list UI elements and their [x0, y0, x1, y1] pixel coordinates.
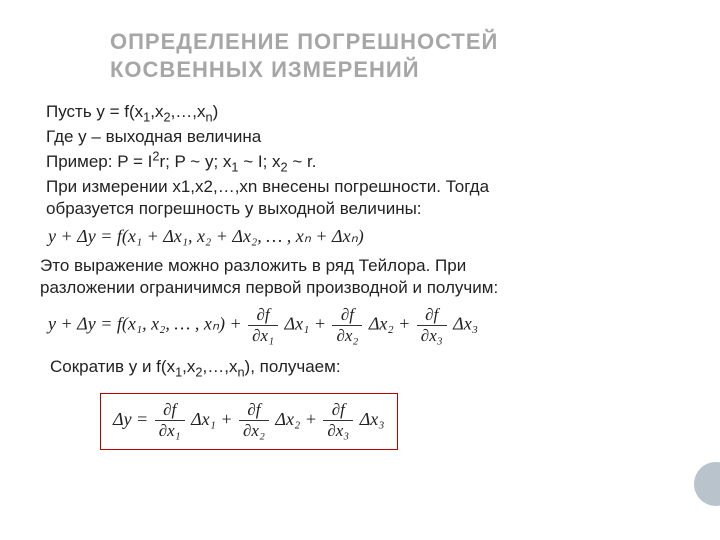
p2-line1: Это выражение можно разложить в ряд Тейл… [40, 256, 466, 275]
den: ∂x₁ [248, 326, 278, 346]
txt: ) [213, 102, 219, 121]
den: ∂x₁ [155, 421, 185, 441]
slide: ОПРЕДЕЛЕНИЕ ПОГРЕШНОСТЕЙ КОСВЕННЫХ ИЗМЕР… [0, 0, 720, 540]
den: ∂x₂ [239, 421, 269, 441]
num: ∂f [323, 400, 353, 421]
p2-line2: разложении ограничимся первой производно… [40, 278, 498, 297]
plus: + [220, 409, 237, 429]
title-line-2: КОСВЕННЫХ ИЗМЕРЕНИЙ [110, 57, 420, 82]
reduce-paragraph: Сократив y и f(x1,x2,…,xn), получаем: [50, 356, 680, 381]
taylor-lhs: y + Δy = f(x₁, x₂, … , xₙ) + [48, 314, 246, 334]
sub: n [206, 109, 213, 124]
p1-line4: При измерении x1,x2,…,xn внесены погрешн… [46, 177, 489, 196]
dx2: Δx₂ [369, 314, 394, 334]
fin-lhs: Δy = [113, 409, 153, 429]
txt: ,…,x [171, 102, 206, 121]
sub: n [237, 364, 244, 379]
den: ∂x₂ [332, 326, 362, 346]
txt: Сократив y и f(x [50, 357, 175, 376]
decorative-circle [694, 462, 720, 506]
final-equation-box: Δy = ∂f ∂x₁ Δx₁ + ∂f ∂x₂ Δx₂ + ∂f ∂x₃ Δx… [100, 393, 398, 450]
txt: ,x [182, 357, 195, 376]
p1-line1: Пусть y = f(x1,x2,…,xn) [46, 102, 218, 121]
txt: ~ r. [288, 152, 317, 171]
frac-df-dx3-f: ∂f ∂x₃ [323, 400, 353, 441]
num: ∂f [239, 400, 269, 421]
sub: 1 [231, 159, 238, 174]
frac-df-dx2: ∂f ∂x₂ [332, 305, 362, 346]
dx3: Δx₃ [453, 314, 478, 334]
frac-df-dx1: ∂f ∂x₁ [248, 305, 278, 346]
num: ∂f [332, 305, 362, 326]
plus: + [305, 409, 322, 429]
taylor-paragraph: Это выражение можно разложить в ряд Тейл… [40, 255, 680, 299]
intro-paragraph: Пусть y = f(x1,x2,…,xn) Где y – выходная… [46, 101, 674, 220]
num: ∂f [417, 305, 447, 326]
num: ∂f [248, 305, 278, 326]
title-line-1: ОПРЕДЕЛЕНИЕ ПОГРЕШНОСТЕЙ [110, 29, 498, 54]
frac-df-dx3: ∂f ∂x₃ [417, 305, 447, 346]
p1-line2: Где y – выходная величина [46, 127, 261, 146]
slide-title: ОПРЕДЕЛЕНИЕ ПОГРЕШНОСТЕЙ КОСВЕННЫХ ИЗМЕР… [110, 28, 680, 83]
txt: Пусть y = f(x [46, 102, 143, 121]
txt: r; P ~ y; x [159, 152, 231, 171]
txt: ,…,x [203, 357, 238, 376]
sub: 2 [163, 109, 170, 124]
num: ∂f [155, 400, 185, 421]
frac-df-dx1-f: ∂f ∂x₁ [155, 400, 185, 441]
txt: Пример: P = I [46, 152, 152, 171]
sub: 2 [281, 159, 288, 174]
plus: + [314, 314, 331, 334]
p1-line5: образуется погрешность y выходной величи… [46, 199, 422, 218]
plus: + [398, 314, 415, 334]
eq1-text: y + Δy = f(x₁ + Δx₁, x₂ + Δx₂, … , xₙ + … [48, 226, 364, 246]
dx1: Δx₁ [191, 409, 216, 429]
frac-df-dx2-f: ∂f ∂x₂ [239, 400, 269, 441]
equation-1: y + Δy = f(x₁ + Δx₁, x₂ + Δx₂, … , xₙ + … [48, 226, 680, 247]
sub: 2 [195, 364, 202, 379]
txt: ), получаем: [245, 357, 341, 376]
dx2: Δx₂ [275, 409, 300, 429]
p1-line3: Пример: P = I2r; P ~ y; x1 ~ I; x2 ~ r. [46, 152, 316, 171]
dx3: Δx₃ [360, 409, 385, 429]
equation-taylor: y + Δy = f(x₁, x₂, … , xₙ) + ∂f ∂x₁ Δx₁ … [48, 305, 680, 346]
txt: ,x [150, 102, 163, 121]
equation-final: Δy = ∂f ∂x₁ Δx₁ + ∂f ∂x₂ Δx₂ + ∂f ∂x₃ Δx… [113, 409, 385, 429]
txt: ~ I; x [239, 152, 281, 171]
den: ∂x₃ [417, 326, 447, 346]
dx1: Δx₁ [285, 314, 310, 334]
den: ∂x₃ [323, 421, 353, 441]
